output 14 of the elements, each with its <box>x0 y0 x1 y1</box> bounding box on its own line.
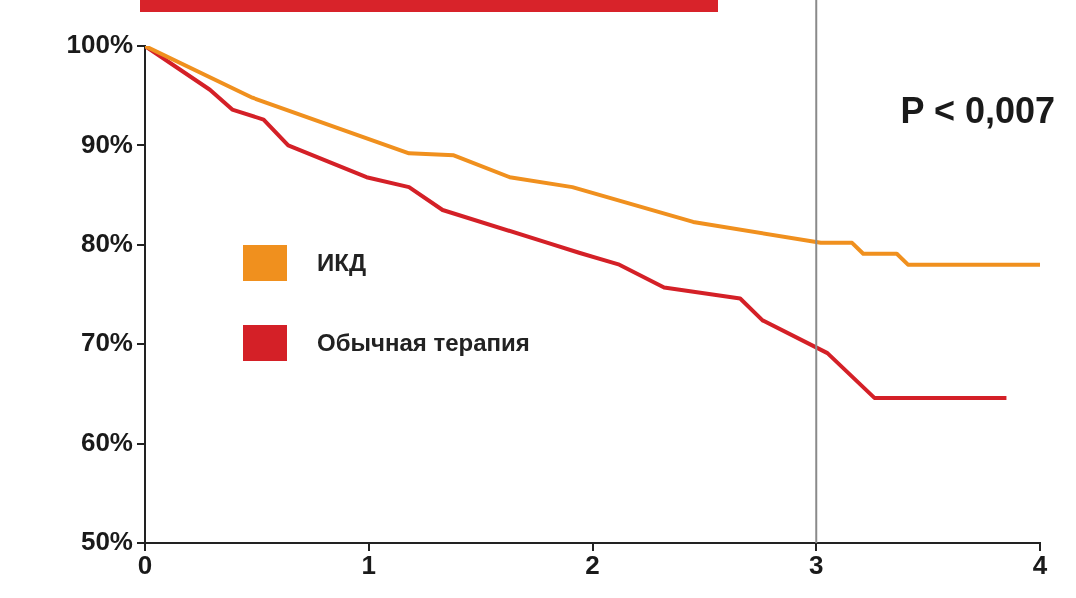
y-tick-label: 70% <box>80 327 133 358</box>
x-tick-label: 4 <box>1032 549 1048 580</box>
y-tick-label: 60% <box>80 426 133 457</box>
x-tick-label: 1 <box>361 549 376 580</box>
y-tick-label: 100% <box>66 29 133 60</box>
x-tick-label: 2 <box>585 549 600 580</box>
annotation: P < 0,007 <box>900 89 1055 131</box>
x-tick-label: 3 <box>809 549 824 580</box>
y-tick-label: 80% <box>80 227 133 258</box>
legend-label: Обычная терапия <box>317 329 530 357</box>
y-tick-label: 90% <box>80 128 133 159</box>
legend-label: ИКД <box>317 249 366 277</box>
y-tick-label: 50% <box>80 526 133 557</box>
x-tick-label: 0 <box>137 549 153 580</box>
